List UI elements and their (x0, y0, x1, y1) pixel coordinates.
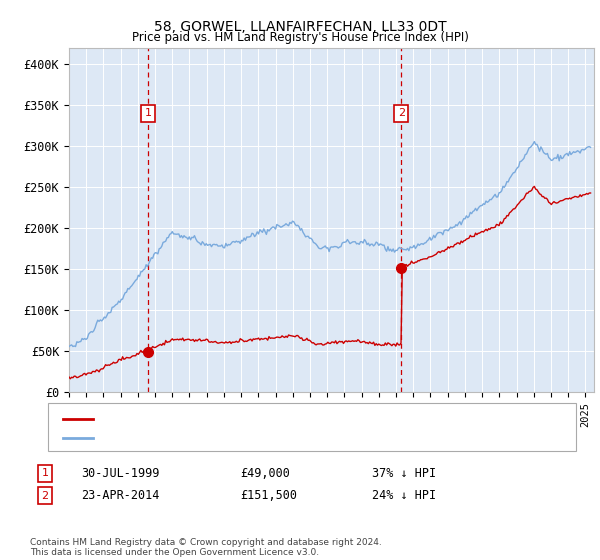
Text: 30-JUL-1999: 30-JUL-1999 (81, 466, 160, 480)
Text: Contains HM Land Registry data © Crown copyright and database right 2024.
This d: Contains HM Land Registry data © Crown c… (30, 538, 382, 557)
Text: 37% ↓ HPI: 37% ↓ HPI (372, 466, 436, 480)
Text: 2: 2 (41, 491, 49, 501)
Text: £151,500: £151,500 (240, 489, 297, 502)
Text: 1: 1 (145, 108, 151, 118)
Text: 58, GORWEL, LLANFAIRFECHAN, LL33 0DT: 58, GORWEL, LLANFAIRFECHAN, LL33 0DT (154, 20, 446, 34)
Text: Price paid vs. HM Land Registry's House Price Index (HPI): Price paid vs. HM Land Registry's House … (131, 31, 469, 44)
Text: 23-APR-2014: 23-APR-2014 (81, 489, 160, 502)
Text: HPI: Average price, detached house, Conwy: HPI: Average price, detached house, Conw… (99, 433, 343, 444)
Text: 2: 2 (398, 108, 405, 118)
Text: 58, GORWEL, LLANFAIRFECHAN, LL33 0DT (detached house): 58, GORWEL, LLANFAIRFECHAN, LL33 0DT (de… (99, 414, 436, 424)
Text: 24% ↓ HPI: 24% ↓ HPI (372, 489, 436, 502)
Text: 1: 1 (41, 468, 49, 478)
Text: £49,000: £49,000 (240, 466, 290, 480)
